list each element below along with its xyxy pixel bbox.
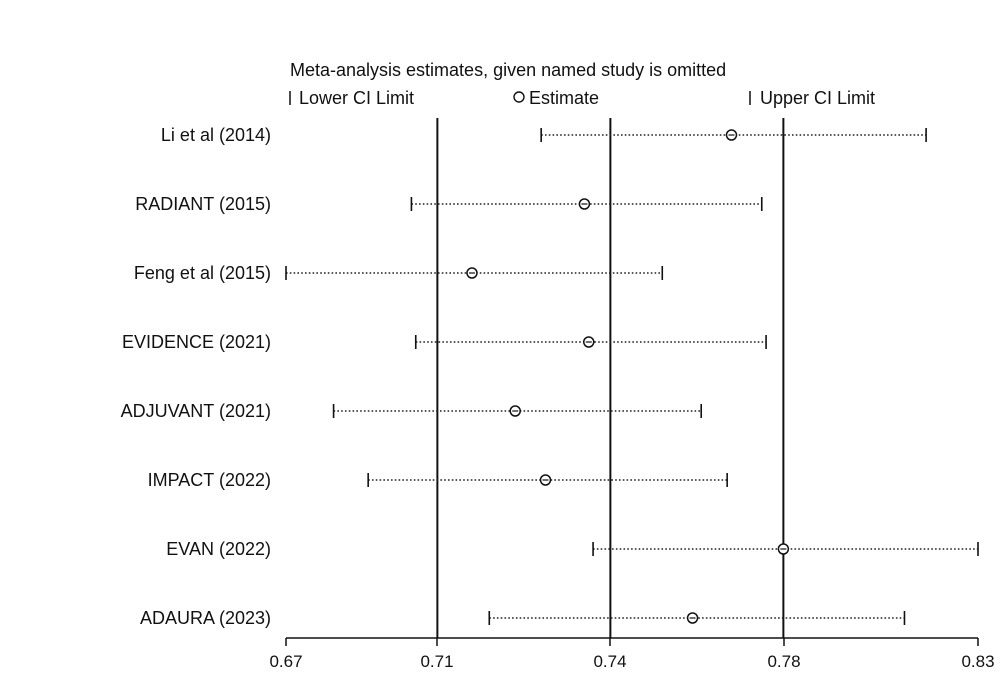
study-row: EVAN (2022) xyxy=(166,539,979,559)
x-tick-label: 0.74 xyxy=(593,652,626,671)
x-axis: 0.67 0.71 0.74 0.78 0.83 xyxy=(269,637,995,671)
study-label: RADIANT (2015) xyxy=(135,194,271,214)
study-row: RADIANT (2015) xyxy=(135,194,763,214)
study-row: IMPACT (2022) xyxy=(148,470,728,490)
study-label: EVAN (2022) xyxy=(166,539,271,559)
study-label: ADAURA (2023) xyxy=(140,608,271,628)
chart-title: Meta-analysis estimates, given named stu… xyxy=(290,60,726,80)
legend-upper-label: Upper CI Limit xyxy=(760,88,875,108)
study-label: IMPACT (2022) xyxy=(148,470,271,490)
reference-lines xyxy=(436,118,785,638)
legend: Lower CI Limit Estimate Upper CI Limit xyxy=(289,88,875,108)
legend-estimate-marker xyxy=(513,91,525,103)
study-label: ADJUVANT (2021) xyxy=(121,401,271,421)
x-tick-label: 0.78 xyxy=(767,652,800,671)
study-row: ADJUVANT (2021) xyxy=(121,401,703,421)
study-row: Feng et al (2015) xyxy=(134,263,664,283)
study-label: Feng et al (2015) xyxy=(134,263,271,283)
study-rows: Li et al (2014) RADIANT (2015) Feng et al … xyxy=(121,125,979,628)
x-tick-label: 0.71 xyxy=(420,652,453,671)
x-tick-label: 0.83 xyxy=(961,652,994,671)
x-tick-label: 0.67 xyxy=(269,652,302,671)
legend-lower-label: Lower CI Limit xyxy=(299,88,414,108)
study-label: EVIDENCE (2021) xyxy=(122,332,271,352)
study-row: EVIDENCE (2021) xyxy=(122,332,767,352)
legend-estimate-label: Estimate xyxy=(529,88,599,108)
study-row: ADAURA (2023) xyxy=(140,608,906,628)
study-row: Li et al (2014) xyxy=(161,125,927,145)
study-label: Li et al (2014) xyxy=(161,125,271,145)
